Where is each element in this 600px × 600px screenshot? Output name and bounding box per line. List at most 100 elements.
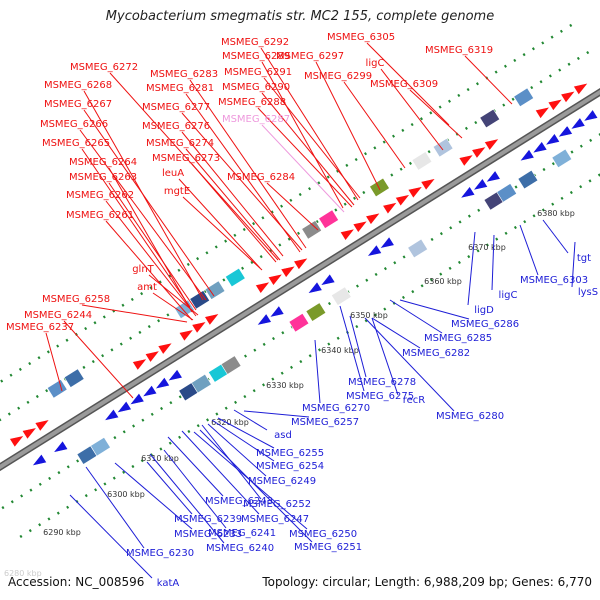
forward-gene-label: MSMEG_6319 [425,45,493,56]
forward-gene-label: MSMEG_6297 [276,51,344,62]
reverse-gene-arrow [141,384,158,398]
forward-gene-label: MSMEG_6288 [218,97,286,108]
reverse-gene-label: MSMEG_6249 [248,476,316,487]
forward-gene-arrow [420,178,437,191]
forward-gene-label: MSMEG_6299 [304,71,372,82]
forward-gene-leader [189,79,307,249]
reverse-gene-leader [371,317,421,349]
gene-block [288,312,310,333]
reverse-gene-leader [399,299,470,320]
reverse-gene-arrow [103,408,120,422]
reverse-gene-leader [114,462,193,530]
forward-gene-arrow [382,201,398,215]
reverse-gene-leader [149,453,225,544]
forward-gene-label: MSMEG_6266 [40,119,108,130]
reverse-gene-leader [207,423,267,477]
forward-gene-label: MSMEG_6273 [152,153,220,164]
gene-block [224,267,246,288]
reverse-gene-leader [571,241,576,288]
forward-gene-leader [45,332,63,392]
backbone [0,89,600,470]
forward-gene-leader [83,109,215,297]
gene-block [551,148,573,169]
reverse-gene-label: MSMEG_6270 [302,403,370,414]
forward-gene-label: mgtE [164,186,190,197]
reverse-gene-label: MSMEG_6275 [346,391,414,402]
reverse-gene-label: ligC [499,290,518,301]
scale-label-kbp-faded: 6280 kbp [4,569,42,578]
forward-gene-label: MSMEG_6283 [150,69,218,80]
reverse-gene-label: tgt [577,253,591,264]
forward-gene-label: MSMEG_6290 [222,82,290,93]
forward-gene-leader [263,77,361,199]
reverse-gene-arrow [307,281,323,294]
reverse-gene-arrow [128,392,145,406]
scale-label-kbp: 6310 kbp [141,454,179,463]
forward-gene-arrow [471,146,487,159]
forward-gene-leader [105,220,193,321]
forward-gene-label: MSMEG_6244 [24,310,92,321]
forward-gene-arrow [280,265,297,279]
reverse-gene-label: MSMEG_6251 [294,542,362,553]
forward-gene-leader [181,112,303,251]
forward-gene-arrow [339,228,356,242]
map-title: Mycobacterium smegmatis str. MC2 155, co… [105,9,495,24]
genome-summary: Topology: circularLength: 6,988,209 bpGe… [262,575,592,589]
forward-gene-arrow [267,273,284,287]
reverse-gene-leader [85,466,145,549]
forward-gene-arrow [407,185,424,199]
reverse-gene-label: MSMEG_6257 [291,417,359,428]
forward-gene-label: MSMEG_6258 [42,294,110,305]
reverse-gene-label: MSMEG_6303 [520,275,588,286]
forward-gene-leader [105,200,197,317]
reverse-gene-arrow [379,236,395,249]
reverse-gene-label: MSMEG_6254 [256,461,324,472]
forward-gene-leader [261,92,355,206]
reverse-gene-label: MSMEG_6255 [256,448,324,459]
forward-gene-leader [182,196,263,271]
reverse-gene-leader [467,231,476,306]
reverse-gene-arrow [116,400,133,414]
forward-gene-label: MSMEG_6261 [66,210,134,221]
gene-block [407,238,429,259]
reverse-gene-leader [146,461,193,515]
scale-label-kbp: 6350 kbp [350,311,388,320]
reverse-gene-label: ligD [474,305,494,316]
forward-gene-leader [380,68,444,151]
forward-gene-label: MSMEG_6274 [146,138,214,149]
forward-gene-leader [185,148,281,261]
reverse-gene-label: MSMEG_6252 [243,499,311,510]
reverse-gene-label: asd [274,430,292,441]
gene-block [496,183,518,203]
gene-block [330,286,352,306]
reverse-gene-arrow [557,125,574,138]
length-text: Length: 6,988,209 bp [367,575,504,589]
gene-block [220,355,242,375]
forward-gene-leader [108,167,193,313]
scale-label-kbp: 6380 kbp [537,209,575,218]
forward-gene-leader [63,320,134,399]
reverse-gene-arrow [531,140,548,154]
forward-gene-label: glnT [132,264,154,275]
scale-label-kbp: 6290 kbp [43,528,81,537]
gene-block [189,290,211,310]
reverse-gene-arrow [544,132,561,146]
gene-block [301,220,323,240]
reverse-gene-arrow [519,148,535,162]
reverse-gene-leader [349,315,367,378]
forward-gene-leader [148,274,199,316]
scale-label-kbp: 6370 kbp [468,243,506,252]
reverse-gene-leader [199,429,313,543]
forward-gene-arrow [365,212,381,226]
reverse-gene-label: MSMEG_6280 [436,411,504,422]
forward-gene-label: MSMEG_6263 [69,172,137,183]
forward-gene-arrow [547,98,564,112]
forward-gene-leader [315,61,381,191]
reverse-gene-label: lysS [578,287,598,298]
topology-text: Topology: circular [262,575,367,589]
reverse-gene-arrow [459,185,476,199]
reverse-gene-arrow [52,440,69,453]
forward-gene-arrow [204,313,220,326]
reverse-gene-label: katA [157,578,180,589]
